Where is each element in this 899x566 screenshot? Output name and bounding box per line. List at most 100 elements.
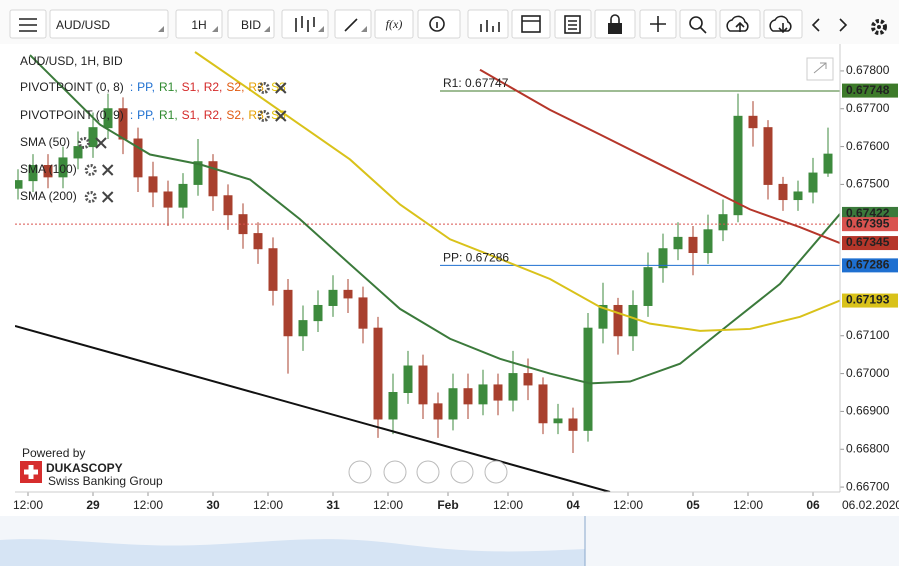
zoom-button[interactable]	[679, 9, 717, 39]
brand-tagline: Swiss Banking Group	[48, 474, 163, 488]
zoom-out[interactable]	[383, 460, 407, 484]
series-line	[29, 54, 840, 385]
series-line	[15, 324, 611, 492]
scroll-right[interactable]	[484, 460, 508, 484]
series-line	[194, 51, 840, 332]
pivot-item: S1	[182, 108, 197, 122]
pivot-name: PIVOTPOINT (0, 9)	[20, 108, 124, 122]
candle-body	[358, 297, 368, 329]
settings-icon[interactable]	[257, 82, 270, 94]
settings-icon[interactable]	[84, 164, 97, 176]
candle-body	[643, 267, 653, 306]
settings-icon[interactable]	[257, 110, 270, 122]
y-tick-label: 0.66900	[846, 404, 890, 418]
pivot-prefix: :	[130, 108, 133, 122]
bars-button[interactable]	[467, 9, 509, 39]
remove-icon[interactable]	[101, 191, 114, 203]
candle-body	[15, 180, 23, 189]
legend-sma: SMA (50)	[20, 135, 70, 149]
legend-sma: SMA (200)	[20, 189, 77, 203]
logo-cross	[24, 465, 38, 479]
scroll-left[interactable]	[348, 460, 372, 484]
pivot-separator: ,	[152, 108, 155, 122]
legend-sma: SMA (100)	[20, 162, 77, 176]
nav-buttons	[348, 460, 508, 484]
x-tick-label: 31	[326, 498, 340, 512]
reset[interactable]	[416, 460, 440, 484]
candle-body	[178, 183, 188, 208]
report-button[interactable]	[554, 9, 592, 39]
expand-button[interactable]	[806, 57, 834, 81]
remove-icon[interactable]	[275, 110, 287, 122]
candle-body	[493, 384, 503, 401]
candle-body	[88, 127, 98, 148]
remove-icon[interactable]	[275, 82, 287, 94]
candle-body	[433, 403, 443, 420]
price-tag-label: 0.67422	[846, 206, 890, 220]
pivot-name: PIVOTPOINT (0, 8)	[20, 80, 124, 94]
next-button[interactable]	[839, 18, 848, 32]
candle-body	[718, 214, 728, 231]
price-tag-label: 0.67748	[846, 83, 890, 97]
candle-body	[448, 388, 458, 420]
info-button[interactable]	[417, 9, 461, 39]
candle-body	[793, 191, 803, 201]
candle-body	[688, 236, 698, 254]
candle-body	[553, 418, 563, 424]
x-tick-label: 06	[806, 498, 820, 512]
candle-body	[538, 384, 548, 424]
indicator-button[interactable]: f(x)	[374, 9, 414, 39]
candle-body	[673, 236, 683, 250]
candle-body	[313, 304, 323, 322]
candle-body	[478, 384, 488, 405]
pivot-item: S1	[182, 80, 197, 94]
overlay: 0.67800 0.67700 0.67600 0.67500 0.67100 0.670…	[13, 63, 899, 512]
price-tag-label: 0.67286	[846, 258, 890, 272]
zoom-in[interactable]	[450, 460, 474, 484]
period-button[interactable]: 1H	[175, 9, 223, 39]
price-tag-label: 0.67395	[846, 216, 890, 230]
candle-body	[628, 304, 638, 337]
calendar-button[interactable]	[511, 9, 551, 39]
x-tick-label: 12:00	[253, 498, 283, 512]
candle-body	[133, 138, 143, 178]
candle-body	[463, 388, 473, 405]
upload-button[interactable]	[719, 9, 761, 39]
pivot-item: R3	[248, 80, 264, 94]
y-tick-label: 0.66800	[846, 441, 890, 455]
remove-icon[interactable]	[101, 164, 114, 176]
prev-button[interactable]	[811, 18, 820, 32]
draw-button[interactable]	[334, 9, 372, 39]
candle-body	[568, 418, 578, 431]
expand-icon	[813, 62, 827, 74]
pivot-item: R3	[248, 108, 264, 122]
candle-body	[658, 248, 668, 269]
pivot-separator: ,	[152, 80, 155, 94]
price-tag	[842, 217, 898, 232]
crosshair-button[interactable]	[639, 9, 677, 39]
x-tick-label: 30	[206, 498, 220, 512]
settings-icon[interactable]	[84, 191, 97, 203]
side-button[interactable]: BID	[227, 9, 275, 39]
symbol-input[interactable]: AUD/USD	[49, 9, 169, 39]
candle-body	[73, 146, 83, 159]
x-tick-label: 12:00	[13, 498, 43, 512]
navigator-area	[0, 539, 585, 566]
fx: f(x)	[386, 17, 403, 31]
remove-icon[interactable]	[95, 137, 107, 149]
lock-button[interactable]	[594, 9, 636, 39]
settings-button[interactable]	[871, 19, 887, 35]
candle-body	[28, 164, 38, 182]
candle-body	[298, 320, 308, 337]
download-button[interactable]	[763, 9, 803, 39]
menu-button[interactable]	[9, 9, 47, 39]
candle-body	[778, 183, 788, 201]
candle-body	[283, 289, 293, 337]
candle-body	[388, 391, 398, 420]
chart-type-button[interactable]	[281, 9, 329, 39]
y-tick-label: 0.67500	[846, 177, 890, 191]
pivot-item: PP	[137, 108, 153, 122]
series-line	[479, 68, 840, 244]
settings-icon[interactable]	[78, 137, 91, 149]
